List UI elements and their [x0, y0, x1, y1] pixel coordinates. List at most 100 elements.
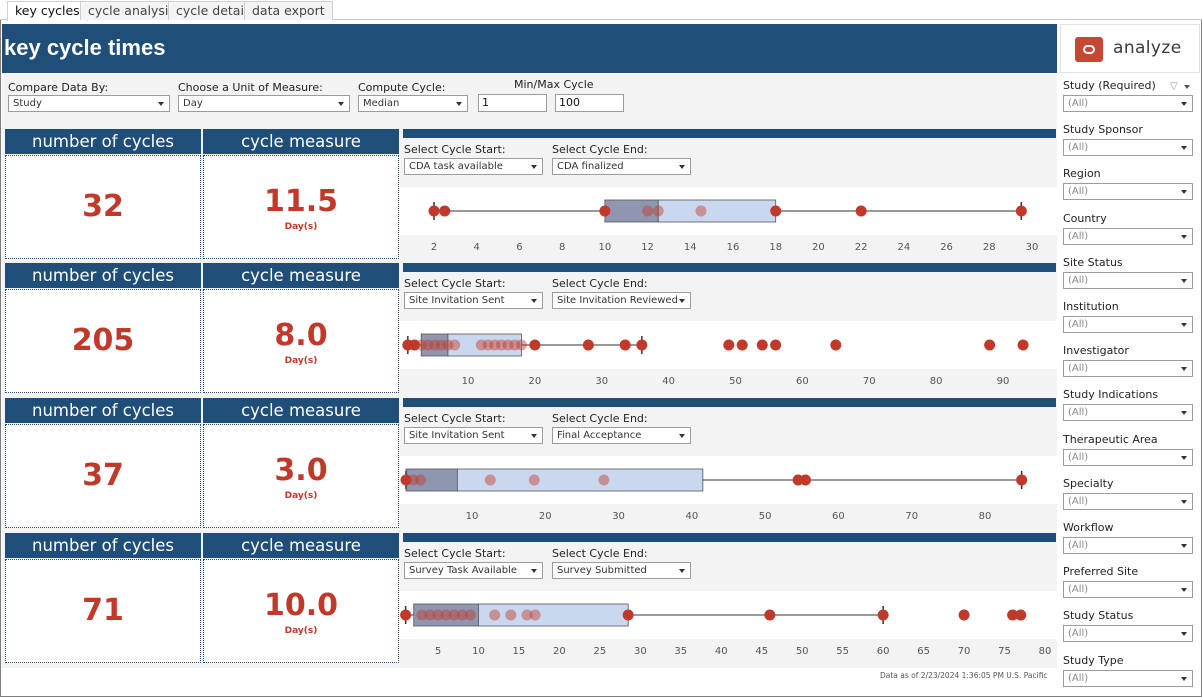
axis-tick-label: 5	[434, 646, 442, 657]
filter-label: Institution	[1063, 300, 1119, 313]
filter-funnel-icon[interactable]: ▽	[1170, 81, 1178, 92]
cycle-end-dropdown[interactable]: Site Invitation Reviewed	[552, 292, 691, 309]
filter-dropdown[interactable]: (All)	[1063, 95, 1193, 112]
cycle-start-dropdown-value: Site Invitation Sent	[409, 295, 505, 306]
axis-tick-label: 10	[598, 242, 612, 253]
cycle-start-label: Select Cycle Start:	[404, 547, 506, 560]
axis-tick-label: 15	[512, 646, 526, 657]
cycle-measure-header: cycle measure	[203, 398, 399, 423]
data-point	[449, 339, 461, 351]
axis-tick-label: 60	[876, 646, 890, 657]
box-plot-chart	[400, 468, 1028, 492]
filter-dropdown[interactable]: (All)	[1063, 360, 1193, 378]
compute-dropdown[interactable]: Median	[358, 95, 468, 112]
filter-dropdown[interactable]: (All)	[1063, 669, 1193, 687]
axis-tick-label: 18	[769, 242, 783, 253]
data-point	[582, 339, 594, 351]
unit-dropdown[interactable]: Day	[178, 95, 350, 112]
data-point	[400, 609, 412, 621]
cycle-measure-card: 10.0 Day(s)	[203, 559, 399, 663]
number-of-cycles-header: number of cycles	[5, 263, 201, 288]
filter-dropdown[interactable]: (All)	[1063, 625, 1193, 643]
cycle-start-dropdown[interactable]: Survey Task Available	[404, 562, 543, 579]
chevron-down-icon[interactable]	[1184, 85, 1190, 89]
filter-value: (All)	[1068, 540, 1089, 551]
max-cycle-input[interactable]: 100	[555, 94, 624, 112]
cycle-start-label: Select Cycle Start:	[404, 412, 506, 425]
box-upper	[478, 603, 629, 627]
cycle-measure-card: 8.0 Day(s)	[203, 289, 399, 393]
cycle-measure-value: 8.0	[274, 318, 328, 353]
data-point	[482, 339, 494, 351]
data-point	[484, 474, 496, 486]
filter-dropdown[interactable]: (All)	[1063, 537, 1193, 554]
filter-dropdown[interactable]: (All)	[1063, 581, 1193, 599]
row-divider	[403, 398, 1056, 407]
cycle-count-card: 37	[5, 424, 201, 528]
axis-tick-label: 50	[795, 646, 809, 657]
cycle-start-label: Select Cycle Start:	[404, 277, 506, 290]
filter-label: Study Status	[1063, 609, 1134, 623]
box-plot-chart	[400, 603, 1027, 627]
cycle-start-dropdown[interactable]: Site Invitation Sent	[404, 427, 543, 444]
filter-label: Site Status	[1063, 255, 1123, 269]
data-point	[528, 474, 540, 486]
data-point	[502, 339, 514, 351]
row-divider	[403, 533, 1056, 542]
data-point	[415, 474, 427, 486]
chevron-down-icon	[679, 299, 685, 303]
axis-tick-label: 25	[593, 646, 607, 657]
axis-tick-label: 28	[982, 242, 996, 253]
axis-tick-label: 60	[796, 376, 809, 387]
number-of-cycles-header: number of cycles	[5, 129, 201, 154]
chevron-down-icon	[531, 569, 537, 573]
filter-dropdown[interactable]: (All)	[1063, 183, 1193, 201]
chevron-down-icon	[1181, 544, 1187, 548]
cycle-count-value: 37	[82, 458, 124, 493]
data-point	[400, 474, 412, 486]
cycle-end-label: Select Cycle End:	[552, 547, 648, 560]
cycle-measure-value: 11.5	[263, 184, 339, 219]
min-cycle-input[interactable]: 1	[478, 94, 547, 112]
axis-tick-label: 20	[553, 646, 566, 657]
box-plot-chart	[428, 199, 1027, 223]
filter-dropdown[interactable]: (All)	[1063, 316, 1193, 333]
compute-value: Median	[363, 98, 400, 109]
filter-dropdown[interactable]: (All)	[1063, 227, 1193, 245]
cycle-count-value: 205	[71, 323, 135, 358]
data-point	[516, 339, 527, 351]
cycle-count-card: 32	[5, 155, 201, 259]
tab-cycle-analysis[interactable]: cycle analysis	[80, 1, 183, 20]
cycle-start-dropdown[interactable]: Site Invitation Sent	[404, 292, 543, 309]
chevron-down-icon	[1181, 367, 1187, 372]
filter-label: Investigator	[1063, 344, 1129, 358]
tab-key-cycles[interactable]: key cycles	[7, 1, 88, 21]
axis-tick-label: 24	[897, 242, 911, 253]
tab-bar: key cycles cycle analysis cycle detail d…	[0, 0, 1202, 21]
cycle-measure-unit: Day(s)	[284, 222, 318, 232]
axis-tick-label: 70	[957, 646, 971, 657]
data-point	[756, 339, 768, 351]
data-point	[622, 609, 634, 621]
tab-cycle-detail[interactable]: cycle detail	[168, 1, 256, 20]
cycle-end-dropdown[interactable]: Survey Submitted	[552, 562, 691, 579]
data-point	[1016, 474, 1028, 486]
tab-data-export[interactable]: data export	[244, 1, 333, 20]
axis-tick-label: 10	[461, 376, 475, 387]
axis-tick-label: 55	[836, 646, 850, 657]
filter-dropdown[interactable]: (All)	[1063, 404, 1193, 422]
axis-tick-label: 80	[978, 511, 992, 522]
filter-dropdown[interactable]: (All)	[1063, 271, 1193, 289]
filter-dropdown[interactable]: (All)	[1063, 139, 1193, 157]
cycle-start-dropdown[interactable]: CDA task available	[404, 158, 543, 175]
cycle-end-dropdown[interactable]: CDA finalized	[552, 158, 691, 175]
filter-value: (All)	[1068, 407, 1089, 419]
filter-dropdown[interactable]: (All)	[1063, 492, 1193, 510]
data-point	[456, 609, 468, 621]
axis-tick-label: 10	[472, 646, 485, 657]
filter-dropdown[interactable]: (All)	[1063, 448, 1193, 466]
data-timestamp: Data as of 2/23/2024 1:36:05 PM U.S. Pac…	[880, 671, 1048, 680]
cycle-end-dropdown[interactable]: Final Acceptance	[552, 427, 691, 444]
axis-tick-label: 65	[917, 646, 930, 657]
compare-dropdown[interactable]: Study	[8, 95, 170, 112]
